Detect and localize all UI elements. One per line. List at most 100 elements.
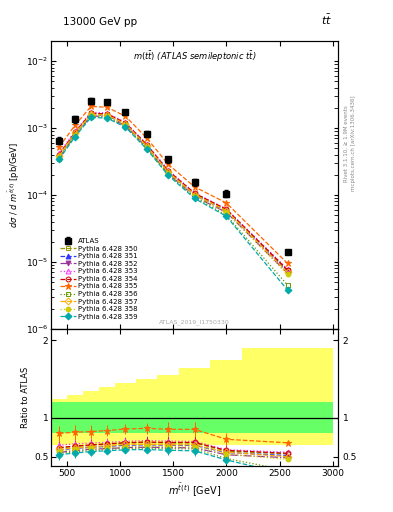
- Pythia 6.428 354: [73, 130, 77, 136]
- Pythia 6.428 357: [165, 169, 170, 175]
- Line: Pythia 6.428 358: Pythia 6.428 358: [57, 113, 290, 277]
- Pythia 6.428 357: [224, 207, 229, 214]
- Pythia 6.428 355: [144, 135, 149, 141]
- Text: $t\bar{t}$: $t\bar{t}$: [321, 12, 332, 27]
- Pythia 6.428 353: [165, 167, 170, 173]
- Pythia 6.428 353: [57, 150, 61, 156]
- Pythia 6.428 358: [224, 209, 229, 215]
- Pythia 6.428 354: [144, 141, 149, 147]
- Pythia 6.428 357: [105, 112, 109, 118]
- Pythia 6.428 356: [285, 282, 290, 288]
- Text: 13000 GeV pp: 13000 GeV pp: [63, 16, 137, 27]
- Text: ATLAS_2019_I1750330: ATLAS_2019_I1750330: [159, 319, 230, 325]
- Pythia 6.428 358: [165, 170, 170, 176]
- Pythia 6.428 350: [73, 130, 77, 136]
- Line: Pythia 6.428 355: Pythia 6.428 355: [55, 103, 291, 267]
- Pythia 6.428 354: [123, 120, 128, 126]
- Pythia 6.428 358: [88, 112, 93, 118]
- Pythia 6.428 356: [224, 212, 229, 218]
- Y-axis label: Ratio to ATLAS: Ratio to ATLAS: [21, 367, 30, 428]
- Pythia 6.428 359: [73, 134, 77, 140]
- Pythia 6.428 356: [88, 114, 93, 120]
- X-axis label: $m^{\bar{t}(t)}$ [GeV]: $m^{\bar{t}(t)}$ [GeV]: [168, 482, 221, 499]
- Pythia 6.428 357: [192, 191, 197, 198]
- Pythia 6.428 355: [57, 144, 61, 150]
- Pythia 6.428 358: [144, 144, 149, 150]
- Line: Pythia 6.428 350: Pythia 6.428 350: [57, 111, 290, 273]
- Pythia 6.428 350: [285, 267, 290, 273]
- Pythia 6.428 351: [73, 131, 77, 137]
- Pythia 6.428 352: [123, 123, 128, 129]
- Pythia 6.428 351: [88, 112, 93, 118]
- Pythia 6.428 353: [73, 128, 77, 134]
- Pythia 6.428 354: [105, 111, 109, 117]
- Pythia 6.428 353: [224, 206, 229, 212]
- Legend: ATLAS, Pythia 6.428 350, Pythia 6.428 351, Pythia 6.428 352, Pythia 6.428 353, P: ATLAS, Pythia 6.428 350, Pythia 6.428 35…: [57, 236, 140, 323]
- Pythia 6.428 355: [73, 122, 77, 129]
- Pythia 6.428 354: [224, 206, 229, 212]
- Pythia 6.428 351: [144, 143, 149, 150]
- Text: Rivet 3.1.10, ≥ 1.9M events: Rivet 3.1.10, ≥ 1.9M events: [343, 105, 348, 182]
- Pythia 6.428 350: [123, 120, 128, 126]
- Pythia 6.428 355: [88, 103, 93, 110]
- Pythia 6.428 355: [285, 260, 290, 266]
- Pythia 6.428 359: [224, 213, 229, 219]
- Pythia 6.428 359: [105, 115, 109, 121]
- Pythia 6.428 351: [105, 112, 109, 118]
- Pythia 6.428 353: [285, 266, 290, 272]
- Pythia 6.428 354: [57, 152, 61, 158]
- Pythia 6.428 353: [88, 109, 93, 115]
- Pythia 6.428 356: [105, 114, 109, 120]
- Line: Pythia 6.428 359: Pythia 6.428 359: [57, 115, 290, 292]
- Pythia 6.428 358: [57, 154, 61, 160]
- Pythia 6.428 352: [57, 155, 61, 161]
- Pythia 6.428 353: [144, 141, 149, 147]
- Pythia 6.428 356: [192, 194, 197, 200]
- Pythia 6.428 359: [88, 114, 93, 120]
- Line: Pythia 6.428 352: Pythia 6.428 352: [57, 114, 290, 275]
- Pythia 6.428 355: [192, 184, 197, 190]
- Y-axis label: $d\sigma\ /\ d\ m^{\bar{t}(t)}$ [pb/GeV]: $d\sigma\ /\ d\ m^{\bar{t}(t)}$ [pb/GeV]: [6, 142, 22, 228]
- Pythia 6.428 352: [285, 270, 290, 276]
- Pythia 6.428 357: [73, 131, 77, 137]
- Pythia 6.428 351: [285, 268, 290, 274]
- Pythia 6.428 355: [105, 104, 109, 110]
- Pythia 6.428 357: [57, 153, 61, 159]
- Pythia 6.428 356: [73, 133, 77, 139]
- Pythia 6.428 359: [144, 146, 149, 152]
- Pythia 6.428 359: [123, 124, 128, 130]
- Pythia 6.428 352: [144, 144, 149, 151]
- Pythia 6.428 355: [165, 161, 170, 167]
- Pythia 6.428 352: [192, 194, 197, 200]
- Pythia 6.428 353: [192, 189, 197, 196]
- Pythia 6.428 359: [57, 156, 61, 162]
- Pythia 6.428 352: [165, 170, 170, 177]
- Pythia 6.428 356: [123, 123, 128, 130]
- Pythia 6.428 352: [224, 209, 229, 216]
- Pythia 6.428 350: [192, 190, 197, 197]
- Pythia 6.428 350: [88, 111, 93, 117]
- Pythia 6.428 358: [73, 132, 77, 138]
- Pythia 6.428 357: [123, 121, 128, 127]
- Pythia 6.428 355: [224, 200, 229, 206]
- Pythia 6.428 357: [88, 111, 93, 117]
- Pythia 6.428 351: [57, 153, 61, 159]
- Pythia 6.428 351: [123, 121, 128, 127]
- Pythia 6.428 354: [285, 267, 290, 273]
- Pythia 6.428 353: [123, 119, 128, 125]
- Pythia 6.428 357: [285, 269, 290, 275]
- Text: mcplots.cern.ch [arXiv:1306.3436]: mcplots.cern.ch [arXiv:1306.3436]: [351, 96, 356, 191]
- Pythia 6.428 354: [88, 110, 93, 116]
- Text: $m(t\bar{t})$ (ATLAS semileptonic $t\bar{t}$): $m(t\bar{t})$ (ATLAS semileptonic $t\bar…: [133, 50, 256, 65]
- Pythia 6.428 354: [192, 190, 197, 196]
- Pythia 6.428 359: [285, 287, 290, 293]
- Pythia 6.428 352: [88, 113, 93, 119]
- Line: Pythia 6.428 351: Pythia 6.428 351: [57, 112, 290, 274]
- Pythia 6.428 355: [123, 113, 128, 119]
- Pythia 6.428 352: [73, 132, 77, 138]
- Pythia 6.428 357: [144, 143, 149, 149]
- Pythia 6.428 358: [123, 122, 128, 129]
- Pythia 6.428 352: [105, 114, 109, 120]
- Pythia 6.428 351: [165, 169, 170, 175]
- Pythia 6.428 350: [105, 111, 109, 117]
